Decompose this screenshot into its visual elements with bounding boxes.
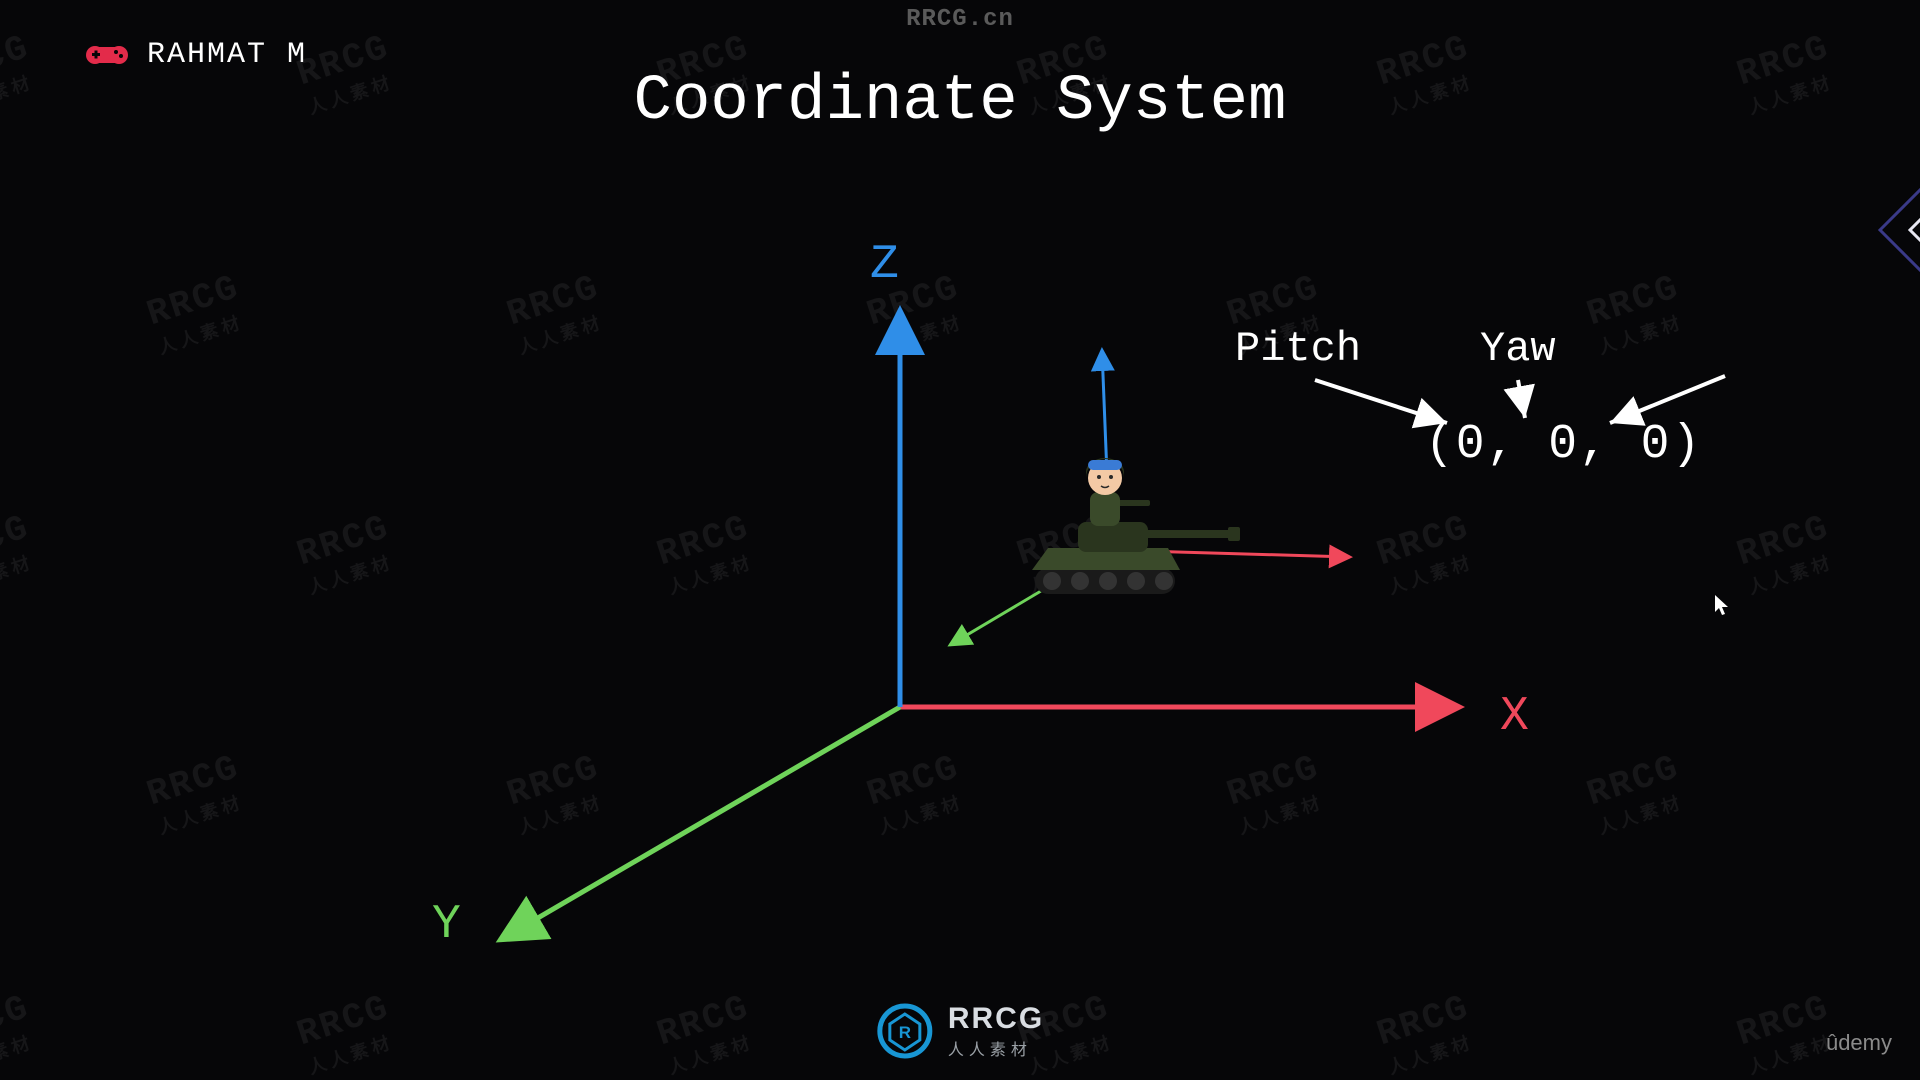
coordinate-diagram [0, 0, 1920, 1080]
slide: RRCG人人素材RRCG人人素材RRCG人人素材RRCG人人素材RRCG人人素材… [0, 0, 1920, 1080]
rotation-label-pitch: Pitch [1235, 325, 1361, 373]
axis-x-label: X [1500, 690, 1529, 744]
axis-y [500, 707, 900, 940]
rrcg-subtext: 人人素材 [948, 1036, 1044, 1060]
tank-icon [1032, 458, 1240, 594]
svg-text:R: R [899, 1023, 911, 1042]
mouse-cursor-icon [1715, 595, 1731, 624]
rrcg-logo-icon: R [876, 1002, 934, 1060]
axis-y-label: Y [432, 898, 461, 952]
rotation-label-yaw: Yaw [1480, 325, 1556, 373]
rotation-arrows [1315, 376, 1725, 423]
rotation-tuple: (0, 0, 0) [1425, 418, 1702, 472]
axis-z-label: Z [870, 238, 899, 292]
bottom-watermark: R RRCG 人人素材 [876, 1002, 1044, 1060]
udemy-brand: ûdemy [1826, 1030, 1892, 1056]
rrcg-text: RRCG [948, 1002, 1044, 1036]
